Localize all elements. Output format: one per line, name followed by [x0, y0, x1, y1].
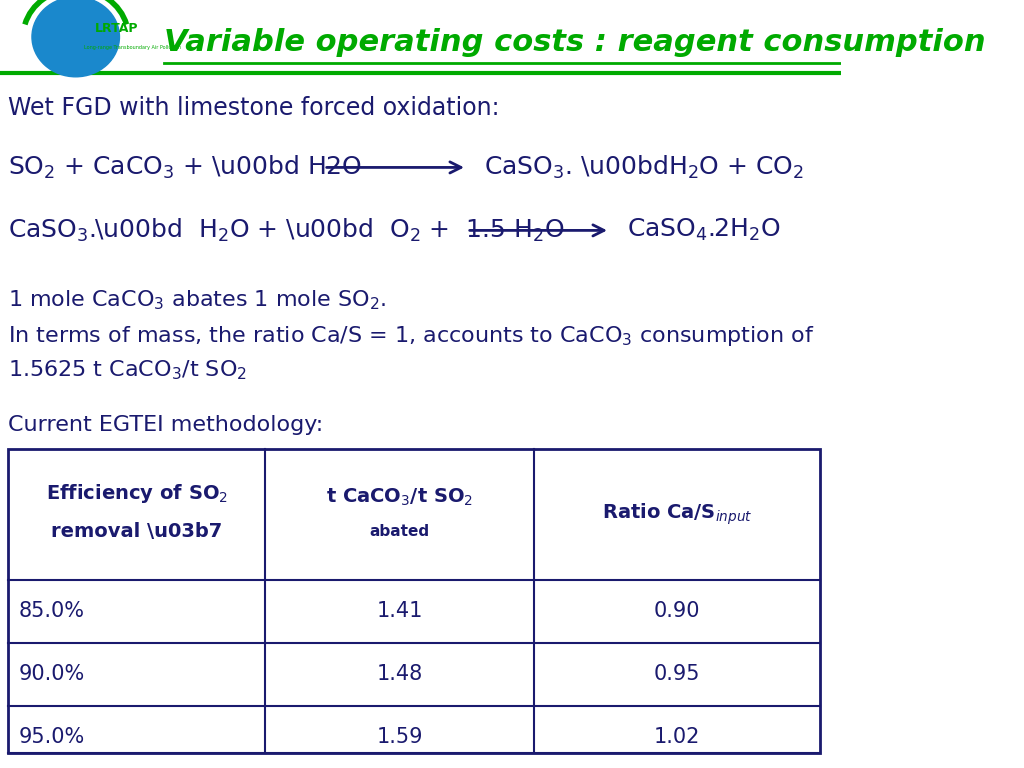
Text: LRTAP: LRTAP: [95, 22, 138, 35]
Text: t CaCO$_3$/t SO$_2$: t CaCO$_3$/t SO$_2$: [326, 487, 473, 508]
Circle shape: [32, 0, 120, 77]
Text: 0.90: 0.90: [654, 601, 700, 621]
Text: removal \u03b7: removal \u03b7: [51, 522, 222, 541]
Text: 1.41: 1.41: [377, 601, 423, 621]
Text: Ratio Ca/S$_{input}$: Ratio Ca/S$_{input}$: [602, 502, 753, 528]
Text: Current EGTEI methodology:: Current EGTEI methodology:: [8, 415, 324, 435]
Text: 1.5625 t CaCO$_3$/t SO$_2$: 1.5625 t CaCO$_3$/t SO$_2$: [8, 359, 248, 382]
Text: 90.0%: 90.0%: [18, 664, 85, 684]
Text: In terms of mass, the ratio Ca/S = 1, accounts to CaCO$_3$ consumption of: In terms of mass, the ratio Ca/S = 1, ac…: [8, 324, 815, 348]
FancyBboxPatch shape: [8, 449, 820, 753]
Text: 1 mole CaCO$_3$ abates 1 mole SO$_2$.: 1 mole CaCO$_3$ abates 1 mole SO$_2$.: [8, 288, 387, 312]
Text: Wet FGD with limestone forced oxidation:: Wet FGD with limestone forced oxidation:: [8, 96, 500, 120]
Text: CaSO$_3$. \u00bdH$_2$O + CO$_2$: CaSO$_3$. \u00bdH$_2$O + CO$_2$: [483, 154, 804, 180]
Text: Long-range Transboundary Air Pollution: Long-range Transboundary Air Pollution: [84, 45, 181, 50]
Text: 0.95: 0.95: [654, 664, 700, 684]
Text: Efficiency of SO$_2$: Efficiency of SO$_2$: [46, 482, 227, 505]
Text: abated: abated: [370, 524, 430, 539]
Text: CaSO$_3$.\u00bd  H$_2$O + \u00bd  O$_2$ +  1.5 H$_2$O: CaSO$_3$.\u00bd H$_2$O + \u00bd O$_2$ + …: [8, 217, 565, 243]
Text: 1.48: 1.48: [377, 664, 423, 684]
Text: 1.59: 1.59: [377, 727, 423, 747]
Text: SO$_2$ + CaCO$_3$ + \u00bd H2O: SO$_2$ + CaCO$_3$ + \u00bd H2O: [8, 154, 362, 180]
Text: 1.02: 1.02: [654, 727, 700, 747]
Text: 85.0%: 85.0%: [18, 601, 85, 621]
Text: 95.0%: 95.0%: [18, 727, 85, 747]
Text: CaSO$_4$.2H$_2$O: CaSO$_4$.2H$_2$O: [627, 217, 780, 243]
Text: Variable operating costs : reagent consumption: Variable operating costs : reagent consu…: [164, 28, 986, 57]
